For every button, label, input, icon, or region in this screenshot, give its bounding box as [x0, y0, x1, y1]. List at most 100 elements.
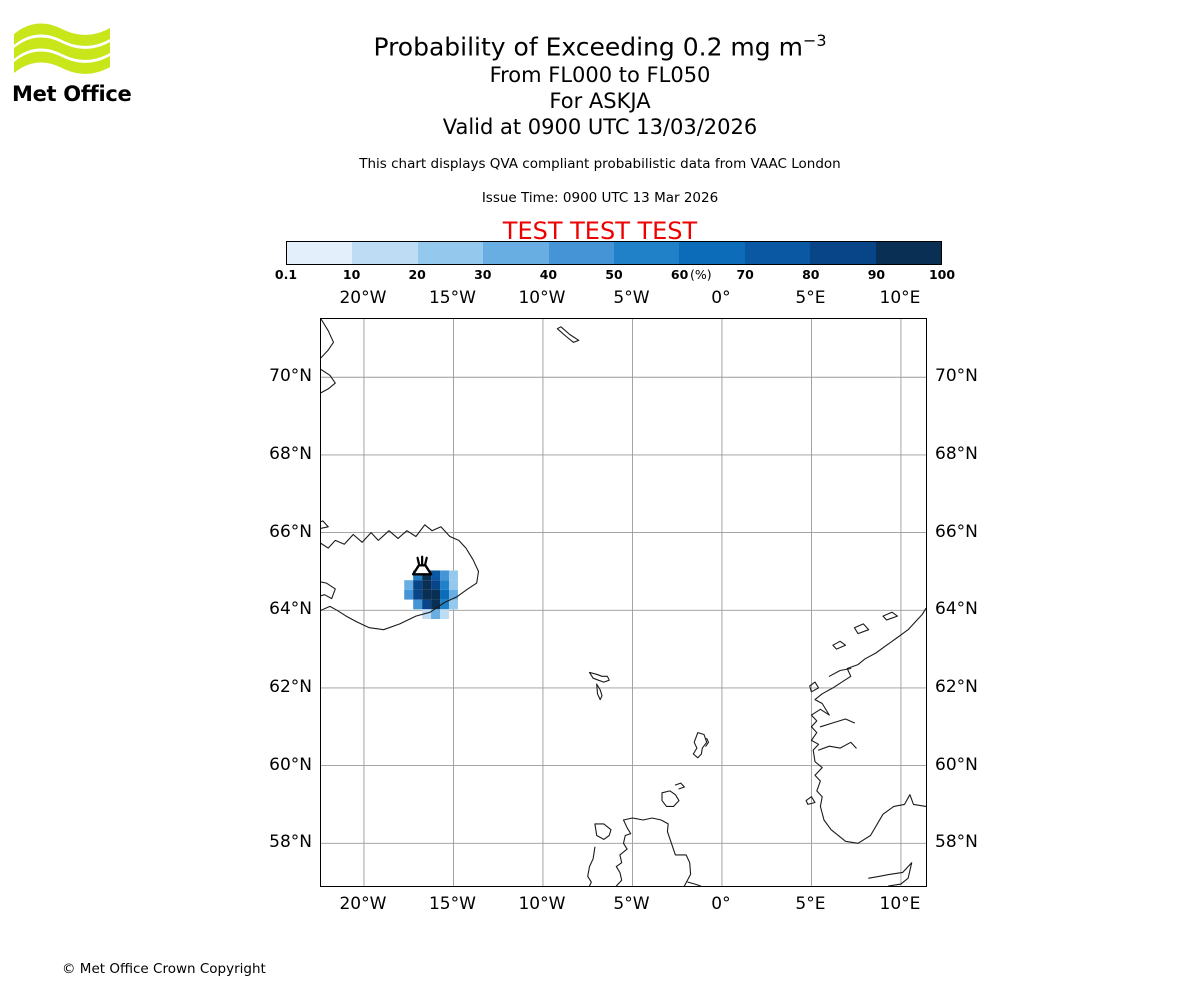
colorbar-unit-label: (%): [690, 267, 712, 282]
coastline-layer: [321, 319, 926, 886]
coastline-iceland: [321, 524, 480, 631]
probability-cell: [448, 589, 458, 600]
lon-tick-label-10-top: 10°E: [879, 288, 921, 308]
map-canvas: [321, 319, 926, 886]
probability-cell: [440, 570, 449, 581]
coastline-greenland_edge2: [321, 368, 336, 394]
lat-tick-label-70-right: 70°N: [935, 366, 978, 387]
coastline-norway_isl4: [882, 611, 898, 621]
colorbar-tick-labels: 0.1 10 20 30 40 50 60 70 80 90 100: [275, 267, 955, 283]
coastline-orkney: [661, 790, 680, 807]
qva-note: This chart displays QVA compliant probab…: [359, 156, 841, 173]
lat-tick-label-68-right: 68°N: [935, 443, 978, 464]
coastline-shetland2: [705, 737, 710, 747]
map-panel[interactable]: [320, 318, 927, 887]
coastline-faroe_s: [596, 683, 603, 701]
lon-tick-label--15-top: 15°W: [428, 288, 476, 308]
coastline-norway_w: [810, 607, 926, 844]
coastline-jan_mayen: [556, 326, 580, 343]
colorbar-tick-40: 40: [539, 267, 558, 282]
probability-cell: [404, 580, 414, 590]
lon-tick-label--10-top: 10°W: [518, 288, 566, 308]
colorbar-band-8: [810, 242, 876, 264]
lon-tick-label--15-bottom: 15°W: [428, 894, 476, 914]
lon-tick-label-0-bottom: 0°: [711, 894, 731, 914]
lat-tick-label-60-left: 60°N: [269, 754, 312, 775]
volcano-cone-icon: [411, 564, 433, 576]
volcano-marker: [411, 555, 433, 576]
colorbar-band-7: [744, 242, 811, 264]
lat-tick-label-66-right: 66°N: [935, 521, 978, 542]
coastline-norway_s_isl: [805, 796, 816, 805]
coastline-scotland_w: [615, 819, 632, 886]
probability-cell: [404, 589, 414, 600]
lat-tick-label-58-right: 58°N: [935, 832, 978, 853]
lon-tick-label--10-bottom: 10°W: [518, 894, 566, 914]
lat-tick-label-68-left: 68°N: [269, 443, 312, 464]
lon-tick-label-5-bottom: 5°E: [795, 894, 826, 914]
probability-cell: [413, 580, 423, 590]
page-title-exponent: −3: [802, 31, 827, 50]
colorbar-bands: [286, 241, 942, 265]
probability-cell: [440, 609, 449, 620]
met-office-logo: Met Office: [12, 22, 132, 114]
colorbar-band-1: [352, 242, 418, 264]
logo-wave: [14, 37, 110, 60]
colorbar-tick-30: 30: [474, 267, 492, 282]
colorbar-tick-0.1: 0.1: [274, 267, 298, 282]
coastline-uk_east: [687, 881, 702, 886]
colorbar-band-6: [679, 242, 745, 264]
probability-cell: [431, 609, 441, 620]
coastline-greenland_edge: [321, 319, 335, 359]
probability-colorbar: 0.1 10 20 30 40 50 60 70 80 90 100: [275, 241, 955, 282]
lon-tick-label-0-top: 0°: [711, 288, 731, 308]
colorbar-tick-20: 20: [408, 267, 426, 282]
probability-cell: [413, 589, 423, 600]
lon-tick-label--20-top: 20°W: [339, 288, 387, 308]
probability-cell: [431, 570, 441, 581]
colorbar-tick-50: 50: [605, 267, 623, 282]
flight-level-subtitle: From FL000 to FL050: [489, 63, 711, 88]
lat-tick-label-58-left: 58°N: [269, 832, 312, 853]
probability-cell: [413, 599, 423, 610]
test-banner: TEST TEST TEST: [502, 217, 698, 246]
colorbar-band-4: [548, 242, 615, 264]
colorbar-band-0: [287, 242, 353, 264]
colorbar-tick-60: 60: [670, 267, 689, 282]
colorbar-band-3: [483, 242, 549, 264]
met-office-wave-mark: [14, 23, 110, 74]
met-office-logo-text: Met Office: [12, 82, 132, 106]
lat-tick-label-64-right: 64°N: [935, 599, 978, 620]
probability-cell: [440, 589, 449, 600]
probability-cell: [448, 580, 458, 590]
lon-tick-label--20-bottom: 20°W: [339, 894, 387, 914]
probability-cell: [431, 599, 441, 610]
lon-tick-label--5-bottom: 5°W: [613, 894, 650, 914]
probability-cell: [422, 589, 432, 600]
issue-time: Issue Time: 0900 UTC 13 Mar 2026: [481, 190, 719, 207]
lat-tick-label-64-left: 64°N: [269, 599, 312, 620]
coastline-norway_fjord1: [818, 741, 857, 751]
graticule-layer: [321, 319, 926, 886]
logo-wave: [14, 51, 110, 74]
colorbar-band-9: [875, 242, 942, 264]
lat-tick-label-66-left: 66°N: [269, 521, 312, 542]
copyright-notice: © Met Office Crown Copyright: [62, 961, 266, 977]
coastline-norway_fjord2: [819, 718, 855, 728]
coastline-norway_fjord3: [828, 667, 852, 677]
coastline-norway_isl1: [809, 681, 820, 693]
coastline-denmark_n: [868, 862, 913, 886]
colorbar-band-2: [417, 242, 484, 264]
logo-wave: [14, 23, 110, 46]
probability-cell: [431, 589, 441, 600]
page-title-text: Probability of Exceeding 0.2 mg m: [373, 32, 803, 62]
volcano-eruption-ray-0: [416, 556, 421, 566]
coastline-norway_isl2: [832, 640, 847, 650]
probability-cell: [422, 599, 432, 610]
lon-tick-label--5-top: 5°W: [613, 288, 650, 308]
colorbar-tick-70: 70: [736, 267, 754, 282]
colorbar-band-5: [614, 242, 680, 264]
page-title: Probability of Exceeding 0.2 mg m−3: [0, 26, 1200, 62]
volcano-eruption-ray-2: [424, 556, 428, 566]
colorbar-tick-10: 10: [342, 267, 361, 282]
